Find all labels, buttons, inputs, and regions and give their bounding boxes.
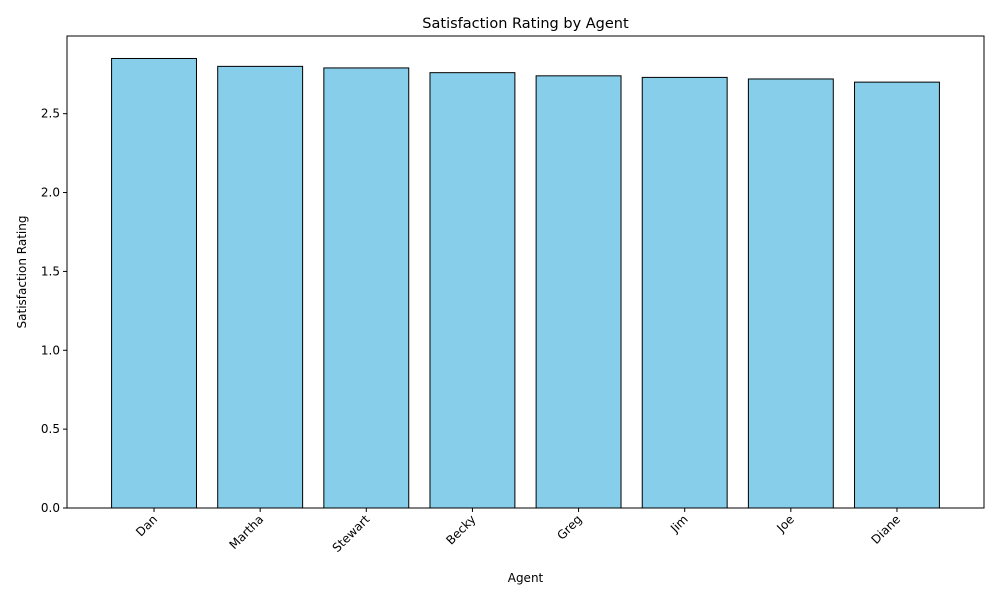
bar-joe [747,78,834,509]
bar-greg [535,75,622,509]
bar-jim [641,76,728,509]
x-tick-label-joe: Joe [773,512,797,536]
y-tick-label: 2.0 [41,186,60,200]
x-axis-label: Agent [508,571,544,585]
x-tick-label-jim: Jim [667,512,691,536]
bar-dan [111,57,197,509]
x-tick-label-greg: Greg [554,512,584,542]
y-axis-label: Satisfaction Rating [15,216,29,329]
y-tick-label: 2.5 [41,107,60,121]
x-tick-label-becky: Becky [443,512,478,547]
x-tick-label-diane: Diane [868,512,903,547]
x-tick-label-stewart: Stewart [330,512,373,555]
y-tick-label: 0.0 [41,501,60,515]
bar-martha [217,65,304,509]
plot-frame [66,35,985,509]
bar-diane [854,81,940,509]
chart-title: Satisfaction Rating by Agent [422,16,629,32]
x-axis-ticks: Dan Martha Stewart Becky Greg Jim Joe Diane [133,508,903,555]
x-tick-label-martha: Martha [226,512,266,552]
y-tick-label: 0.5 [41,422,60,436]
bars-layer [111,57,940,509]
x-tick-label-dan: Dan [133,512,160,539]
bar-stewart [323,67,410,509]
y-tick-label: 1.0 [41,343,60,357]
y-axis-ticks: 0.0 0.5 1.0 1.5 2.0 2.5 [41,107,67,515]
y-tick-label: 1.5 [41,264,60,278]
bar-becky [429,72,516,509]
